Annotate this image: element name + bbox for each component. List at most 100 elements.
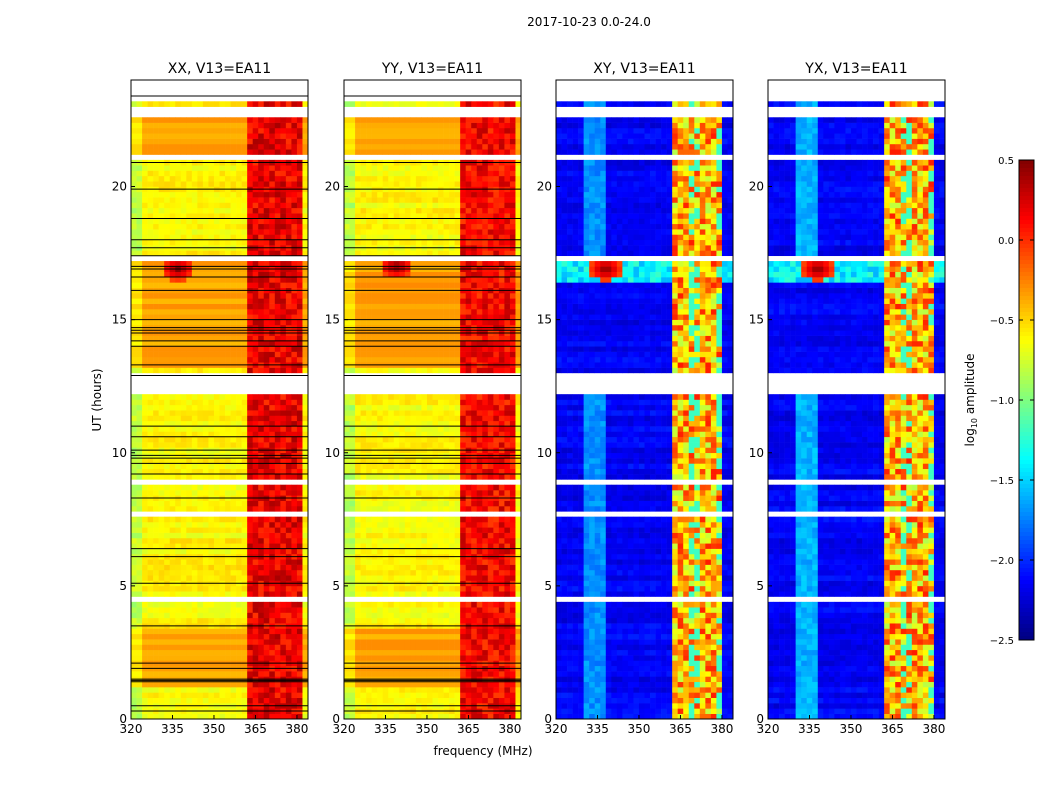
heatmap-cell <box>415 490 422 496</box>
heatmap-cell <box>269 181 276 187</box>
heatmap-cell <box>180 697 187 704</box>
heatmap-cell <box>131 282 137 288</box>
heatmap-cell <box>175 420 182 427</box>
heatmap-cell <box>371 458 378 464</box>
heatmap-cell <box>280 607 287 613</box>
heatmap-cell <box>208 207 215 214</box>
heatmap-cell <box>213 431 220 438</box>
heatmap-cell <box>175 506 182 512</box>
heatmap-cell <box>443 617 450 624</box>
heatmap-cell <box>263 426 270 432</box>
heatmap-cell <box>360 543 367 549</box>
heatmap-cell <box>460 639 466 645</box>
heatmap-cell <box>230 569 237 576</box>
heatmap-cell <box>136 117 143 123</box>
heatmap-cell <box>241 202 248 209</box>
heatmap-cell <box>136 223 143 230</box>
heatmap-cell <box>191 202 198 209</box>
heatmap-cell <box>213 655 220 661</box>
heatmap-cell <box>164 207 171 214</box>
heatmap-cell <box>175 569 182 576</box>
heatmap-cell <box>164 436 171 443</box>
heatmap-cell <box>169 308 176 315</box>
heatmap-cell <box>493 601 500 608</box>
heatmap-cell <box>415 484 422 491</box>
heatmap-cell <box>175 170 182 177</box>
heatmap-cell <box>147 463 154 470</box>
heatmap-cell <box>280 293 287 299</box>
heatmap-cell <box>504 639 511 645</box>
heatmap-cell <box>393 681 400 688</box>
heatmap-cell <box>191 340 198 347</box>
heatmap-cell <box>515 463 522 470</box>
heatmap-cell <box>296 298 303 304</box>
heatmap-cell <box>454 671 461 677</box>
heatmap-cell <box>515 500 522 507</box>
heatmap-cell <box>153 234 159 241</box>
heatmap-cell <box>225 261 231 267</box>
heatmap-cell <box>252 671 259 677</box>
heatmap-cell <box>258 410 265 416</box>
heatmap-cell <box>153 521 159 528</box>
heatmap-cell <box>476 468 483 475</box>
heatmap-cell <box>247 181 253 187</box>
heatmap-cell <box>153 692 159 698</box>
heatmap-cell <box>291 591 298 597</box>
heatmap-cell <box>225 410 231 416</box>
heatmap-cell <box>219 436 226 443</box>
heatmap-cell <box>388 468 395 475</box>
heatmap-cell <box>388 671 395 677</box>
heatmap-cell <box>230 271 237 278</box>
heatmap-cell <box>225 282 231 288</box>
heatmap-cell <box>252 223 259 230</box>
heatmap-cell <box>366 564 372 571</box>
heatmap-cell <box>285 303 292 310</box>
heatmap-cell <box>142 585 148 592</box>
heatmap-cell <box>415 468 422 475</box>
heatmap-cell <box>208 415 215 422</box>
heatmap-cell <box>197 138 204 145</box>
heatmap-cell <box>219 229 226 235</box>
heatmap-cell <box>247 351 253 358</box>
heatmap-cell <box>410 649 417 656</box>
heatmap-cell <box>197 671 204 677</box>
heatmap-cell <box>230 692 237 698</box>
heatmap-cell <box>404 681 411 688</box>
heatmap-cell <box>274 122 281 129</box>
heatmap-cell <box>302 442 309 448</box>
heatmap-cell <box>296 346 303 352</box>
heatmap-cell <box>371 468 378 475</box>
heatmap-cell <box>355 607 361 613</box>
heatmap-cell <box>252 458 259 464</box>
heatmap-cell <box>504 681 511 688</box>
heatmap-cell <box>197 394 204 400</box>
heatmap-cell <box>230 117 237 123</box>
heatmap-cell <box>131 261 137 267</box>
heatmap-cell <box>208 633 215 640</box>
heatmap-cell <box>175 223 182 230</box>
heatmap-cell <box>186 138 193 145</box>
heatmap-cell <box>476 559 483 565</box>
heatmap-cell <box>302 213 309 219</box>
heatmap-cell <box>432 500 439 507</box>
heatmap-cell <box>136 607 143 613</box>
heatmap-cell <box>230 319 237 326</box>
heatmap-cell <box>153 404 159 411</box>
heatmap-cell <box>296 101 303 107</box>
heatmap-cell <box>247 117 253 123</box>
heatmap-cell <box>280 394 287 400</box>
heatmap-cell <box>404 687 411 693</box>
heatmap-cell <box>355 649 361 656</box>
heatmap-cell <box>136 175 143 182</box>
heatmap-cell <box>208 202 215 209</box>
heatmap-cell <box>415 697 422 704</box>
heatmap-cell <box>191 197 198 203</box>
heatmap-cell <box>247 420 253 427</box>
heatmap-cell <box>153 681 159 688</box>
heatmap-cell <box>263 303 270 310</box>
heatmap-cell <box>302 527 309 533</box>
heatmap-cell <box>180 282 187 288</box>
heatmap-cell <box>382 671 389 677</box>
heatmap-cell <box>241 133 248 139</box>
heatmap-cell <box>515 687 522 693</box>
